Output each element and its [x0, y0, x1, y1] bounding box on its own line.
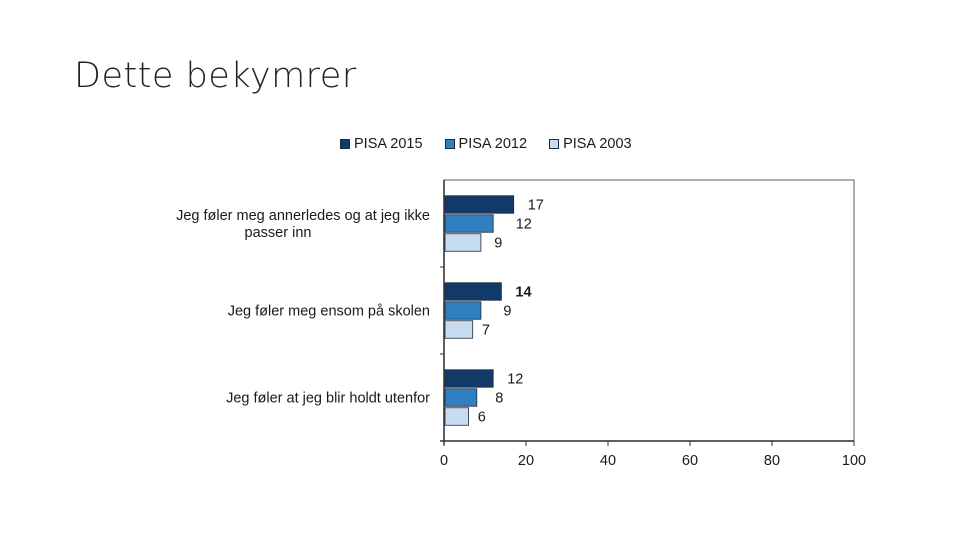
legend-label: PISA 2003: [563, 136, 632, 152]
x-tick-label: 20: [518, 453, 534, 469]
x-tick-label: 0: [440, 453, 448, 469]
legend-label: PISA 2012: [458, 136, 528, 152]
bar: [444, 301, 482, 320]
data-label: 17: [528, 198, 544, 214]
x-tick-label: 60: [682, 453, 698, 469]
bar: [444, 233, 482, 252]
legend-swatch: [444, 139, 455, 149]
data-label: 12: [516, 217, 532, 233]
legend-item: PISA 2015: [340, 136, 423, 152]
legend-swatch: [340, 139, 350, 149]
data-label: 7: [482, 323, 490, 339]
bar: [444, 407, 470, 426]
category-label: passer inn: [245, 225, 312, 241]
bar: [444, 214, 494, 233]
slide-title: Dette bekymrer: [74, 56, 357, 96]
x-tick-label: 100: [842, 453, 866, 469]
data-label: 12: [507, 372, 523, 388]
bar: [444, 282, 502, 301]
data-label: 14: [515, 285, 531, 301]
x-tick-label: 80: [764, 453, 780, 469]
category-label: Jeg føler meg annerledes og at jeg ikke: [176, 208, 430, 224]
category-label: Jeg føler at jeg blir holdt utenfor: [226, 391, 430, 407]
data-label: 9: [503, 304, 511, 320]
bar: [444, 195, 515, 214]
category-label: Jeg føler meg ensom på skolen: [228, 304, 430, 320]
legend-swatch: [549, 139, 560, 149]
data-label: 8: [495, 391, 503, 407]
x-tick-label: 40: [600, 453, 616, 469]
legend-item: PISA 2012: [444, 136, 528, 152]
data-label: 9: [494, 236, 502, 252]
bar: [444, 320, 474, 339]
bar: [444, 388, 478, 407]
legend-item: PISA 2003: [549, 136, 632, 152]
chart-legend: PISA 2015 PISA 2012 PISA 2003: [340, 136, 654, 152]
data-label: 6: [478, 410, 486, 426]
bar: [444, 369, 494, 388]
legend-label: PISA 2015: [354, 136, 423, 152]
